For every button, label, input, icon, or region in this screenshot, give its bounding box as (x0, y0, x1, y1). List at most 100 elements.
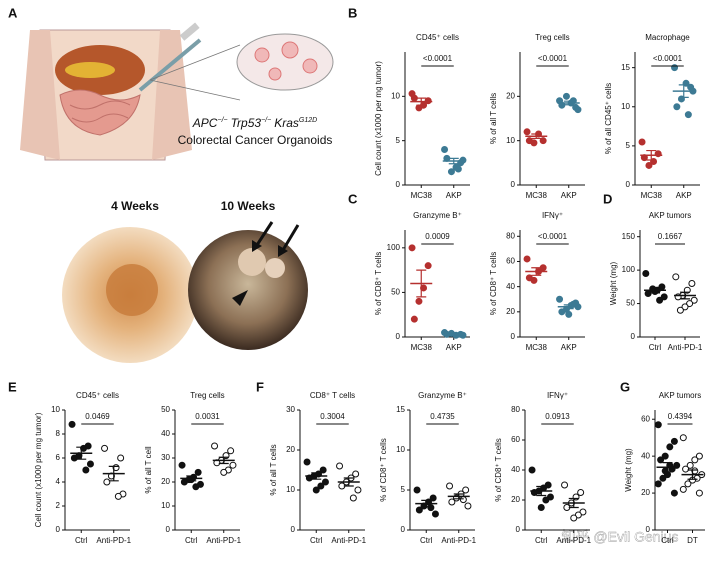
data-point (670, 489, 678, 497)
y-tick-label: 20 (506, 307, 515, 316)
photo-tumor (265, 258, 285, 278)
data-point (523, 128, 531, 136)
sem-error-bar (453, 493, 464, 500)
y-tick-label: 40 (161, 429, 170, 438)
p-value: 0.0009 (425, 232, 450, 241)
y-tick-label: 20 (506, 91, 515, 100)
data-point (556, 295, 564, 303)
sem-error-bar (531, 133, 542, 140)
data-point (441, 146, 449, 154)
sem-error-bar (448, 333, 459, 336)
data-point (227, 447, 235, 455)
data-point (180, 478, 188, 486)
chart-title: CD45⁺ cells (416, 33, 459, 42)
y-tick-label: 10 (161, 501, 170, 510)
panel-label: A (8, 5, 18, 20)
sem-error-bar (650, 286, 660, 294)
data-point (446, 482, 454, 490)
panel-label: C (348, 191, 358, 206)
y-tick-label: 20 (286, 445, 295, 454)
y-tick-label: 10 (506, 136, 515, 145)
data-point (565, 310, 573, 318)
sem-error-bar (448, 157, 459, 165)
x-tick-label: Ctrl (420, 536, 433, 545)
data-point (645, 161, 653, 169)
data-point (354, 486, 362, 494)
sem-error-bar (108, 465, 119, 482)
data-point (539, 137, 547, 145)
data-point (659, 474, 667, 482)
y-tick-label: 15 (621, 63, 630, 72)
data-point (420, 284, 428, 292)
y-tick-label: 0 (396, 180, 401, 189)
data-point (424, 262, 432, 270)
y-tick-label: 50 (161, 405, 170, 414)
data-point (558, 308, 566, 316)
data-point (657, 456, 665, 464)
sem-error-bar (531, 267, 542, 276)
y-tick-label: 20 (511, 495, 520, 504)
arrows (232, 221, 300, 306)
data-point (415, 297, 423, 305)
sem-error-bar (186, 475, 197, 482)
data-point (684, 111, 692, 119)
chart-title: CD45⁺ cells (76, 391, 119, 400)
y-tick-label: 100 (622, 265, 636, 274)
y-tick-label: 0 (626, 180, 631, 189)
y-tick-label: 50 (626, 299, 635, 308)
sem-error-bar (563, 100, 574, 106)
sem-error-bar (680, 291, 690, 300)
data-point (464, 502, 472, 510)
data-point (642, 269, 650, 277)
data-point (415, 506, 423, 514)
data-point (670, 437, 678, 445)
y-tick-label: 40 (506, 282, 515, 291)
x-tick-label: MC38 (526, 343, 548, 352)
y-tick-label: 0 (631, 332, 636, 341)
y-axis-label: % of all T cells (269, 444, 278, 495)
x-tick-label: Ctrl (649, 343, 662, 352)
chart-title: IFNγ⁺ (542, 211, 563, 220)
y-axis-label: % of all T cell (144, 446, 153, 494)
y-tick-label: 0 (166, 525, 171, 534)
data-point (413, 486, 421, 494)
mouse-illustration (20, 22, 334, 161)
x-tick-label: Anti-PD-1 (96, 536, 131, 545)
y-axis-label: % of CD8⁺ T cells (489, 252, 498, 316)
data-point (352, 470, 360, 478)
data-point (431, 510, 439, 518)
x-tick-label: Ctrl (310, 536, 323, 545)
chart-title: CD8⁺ T cells (310, 391, 355, 400)
data-point (673, 103, 681, 111)
data-point (349, 494, 357, 502)
y-tick-label: 80 (506, 231, 515, 240)
chart-title: Granzyme B⁺ (413, 211, 462, 220)
data-point (459, 156, 467, 164)
x-tick-label: Ctrl (75, 536, 88, 545)
y-tick-label: 5 (401, 485, 406, 494)
data-point (410, 315, 418, 323)
organoid-label: Colorectal Cancer Organoids (178, 133, 333, 147)
data-point (523, 255, 531, 263)
chart-title: IFNγ⁺ (547, 391, 568, 400)
chart-title: Macrophage (645, 33, 690, 42)
data-point (690, 296, 698, 304)
data-point (695, 489, 703, 497)
p-value: <0.0001 (538, 232, 568, 241)
p-value: 0.3004 (320, 412, 345, 421)
data-point (525, 137, 533, 145)
data-point (656, 296, 664, 304)
data-point (688, 280, 696, 287)
data-point (211, 442, 219, 450)
data-point (654, 480, 662, 488)
data-point (638, 138, 646, 146)
p-value: 0.4735 (430, 412, 455, 421)
data-point (660, 293, 668, 301)
data-point (666, 443, 674, 451)
sem-error-bar (76, 446, 87, 460)
data-point (661, 452, 669, 460)
data-point (676, 306, 684, 314)
y-tick-label: 40 (641, 451, 650, 460)
data-point (192, 483, 200, 491)
y-tick-label: 0 (511, 332, 516, 341)
